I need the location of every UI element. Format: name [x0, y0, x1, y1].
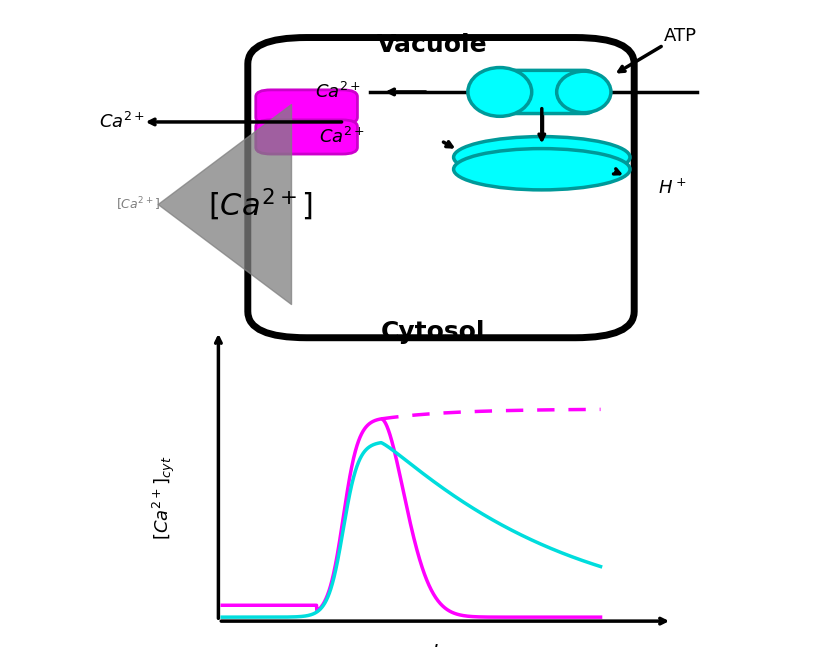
Ellipse shape: [557, 71, 611, 113]
Text: $H^+$: $H^+$: [658, 178, 686, 197]
Ellipse shape: [468, 67, 532, 116]
Text: $\mathit{t}$: $\mathit{t}$: [432, 643, 442, 647]
Text: $[Ca^{2+}]$: $[Ca^{2+}]$: [207, 186, 313, 223]
Text: $Ca^{2+}$: $Ca^{2+}$: [315, 82, 361, 102]
Ellipse shape: [454, 137, 630, 178]
Text: Cytosol: Cytosol: [381, 320, 485, 344]
FancyBboxPatch shape: [256, 90, 358, 124]
Text: Vacuole: Vacuole: [377, 33, 488, 57]
FancyBboxPatch shape: [256, 120, 358, 154]
FancyBboxPatch shape: [491, 71, 592, 113]
Text: $Ca^{2+}$: $Ca^{2+}$: [319, 127, 365, 147]
Ellipse shape: [454, 149, 630, 190]
Text: $[Ca^{2+}]$: $[Ca^{2+}]$: [117, 196, 160, 214]
FancyArrowPatch shape: [158, 105, 291, 305]
Text: ATP: ATP: [664, 27, 697, 45]
Text: $Ca^{2+}$: $Ca^{2+}$: [99, 112, 144, 132]
Text: $[Ca^{2+}]_{cyt}$: $[Ca^{2+}]_{cyt}$: [150, 456, 177, 540]
